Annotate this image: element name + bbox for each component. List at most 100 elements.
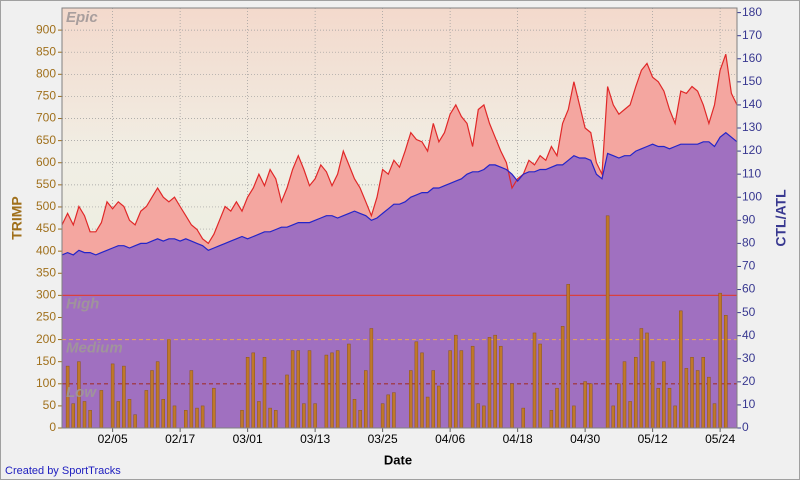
y-tick-label: 900 <box>36 22 56 36</box>
x-tick-label: 03/25 <box>368 432 398 446</box>
bar <box>364 370 368 429</box>
y-tick-label: 700 <box>36 111 56 125</box>
bar <box>718 292 722 429</box>
x-tick-label: 03/01 <box>233 432 263 446</box>
zone-label: Low <box>66 384 97 401</box>
bar <box>628 401 632 429</box>
y2-tick-label: 80 <box>742 236 756 250</box>
x-tick-label: 05/12 <box>638 432 668 446</box>
bar <box>99 390 104 429</box>
y2-tick-label: 130 <box>742 120 762 134</box>
y2-tick-label: 30 <box>742 351 756 365</box>
bar <box>155 361 160 429</box>
y-tick-label: 550 <box>36 177 56 191</box>
bar <box>566 284 570 429</box>
y-tick-label: 850 <box>36 44 56 58</box>
bar <box>510 383 514 429</box>
bar <box>437 385 441 429</box>
bar <box>454 334 458 429</box>
bar <box>617 383 621 429</box>
bar <box>189 370 194 429</box>
zone-label: Epic <box>66 9 98 26</box>
bar <box>88 410 92 429</box>
bar <box>634 357 638 429</box>
y-tick-label: 350 <box>36 265 56 279</box>
bar <box>330 352 334 429</box>
bar <box>251 352 255 429</box>
bar <box>127 399 132 429</box>
y-tick-label: 400 <box>36 243 56 257</box>
bar <box>493 334 497 429</box>
bar <box>684 368 689 429</box>
bar <box>695 370 700 429</box>
zone-label: Medium <box>66 340 123 357</box>
bar <box>560 326 565 429</box>
x-tick-label: 02/17 <box>165 432 195 446</box>
bar <box>538 343 542 429</box>
bar <box>324 354 329 429</box>
y2-tick-label: 20 <box>742 374 756 388</box>
bar <box>380 403 385 429</box>
x-tick-label: 02/05 <box>98 432 128 446</box>
zone-label: High <box>66 295 99 312</box>
bar <box>420 352 424 429</box>
y-tick-label: 150 <box>36 354 56 368</box>
y-tick-label: 800 <box>36 66 56 80</box>
bar <box>392 392 396 429</box>
bar <box>347 343 351 429</box>
y-tick-label: 0 <box>49 420 56 434</box>
bar <box>200 405 205 429</box>
bar <box>521 407 525 429</box>
credit-link[interactable]: Created by SportTracks <box>5 465 121 477</box>
bar <box>335 350 340 429</box>
bar <box>122 365 126 429</box>
y-tick-label: 600 <box>36 155 56 169</box>
y-tick-label: 50 <box>43 398 57 412</box>
y2-tick-label: 10 <box>742 397 756 411</box>
bar <box>639 328 644 429</box>
y2-tick-label: 120 <box>742 143 762 157</box>
y2-tick-label: 170 <box>742 28 762 42</box>
bar <box>358 410 362 429</box>
y-tick-label: 650 <box>36 133 56 147</box>
bar <box>290 350 295 429</box>
x-tick-label: 03/13 <box>300 432 330 446</box>
y2-tick-label: 90 <box>742 212 756 226</box>
bar <box>662 361 666 429</box>
x-tick-label: 04/18 <box>503 432 533 446</box>
bar <box>296 350 300 429</box>
bar <box>712 403 717 429</box>
y-tick-label: 300 <box>36 288 56 302</box>
bar <box>645 332 649 429</box>
bar <box>245 357 250 429</box>
bar <box>487 337 492 429</box>
bar <box>257 401 261 429</box>
y2-tick-label: 150 <box>742 74 762 88</box>
bar <box>212 387 216 429</box>
bar <box>532 332 537 429</box>
bar <box>161 399 165 429</box>
bar <box>499 345 503 429</box>
bar <box>622 361 627 429</box>
y-tick-label: 200 <box>36 332 56 346</box>
bar <box>555 387 559 429</box>
y-tick-label: 250 <box>36 310 56 324</box>
bar <box>572 405 576 429</box>
bar <box>110 363 115 429</box>
plot-border <box>61 7 738 429</box>
y-tick-label: 750 <box>36 89 56 103</box>
x-tick-label: 05/24 <box>705 432 735 446</box>
bar <box>667 387 672 429</box>
bar <box>172 405 177 429</box>
y2-axis-label: CTL/ATL <box>773 189 789 247</box>
bar <box>274 410 278 429</box>
bar <box>611 405 615 429</box>
y2-tick-label: 140 <box>742 97 762 111</box>
bar <box>701 357 705 429</box>
bar <box>476 403 480 429</box>
y-tick-label: 450 <box>36 221 56 235</box>
x-tick-label: 04/06 <box>435 432 465 446</box>
bar <box>583 381 587 429</box>
bar <box>369 328 374 429</box>
